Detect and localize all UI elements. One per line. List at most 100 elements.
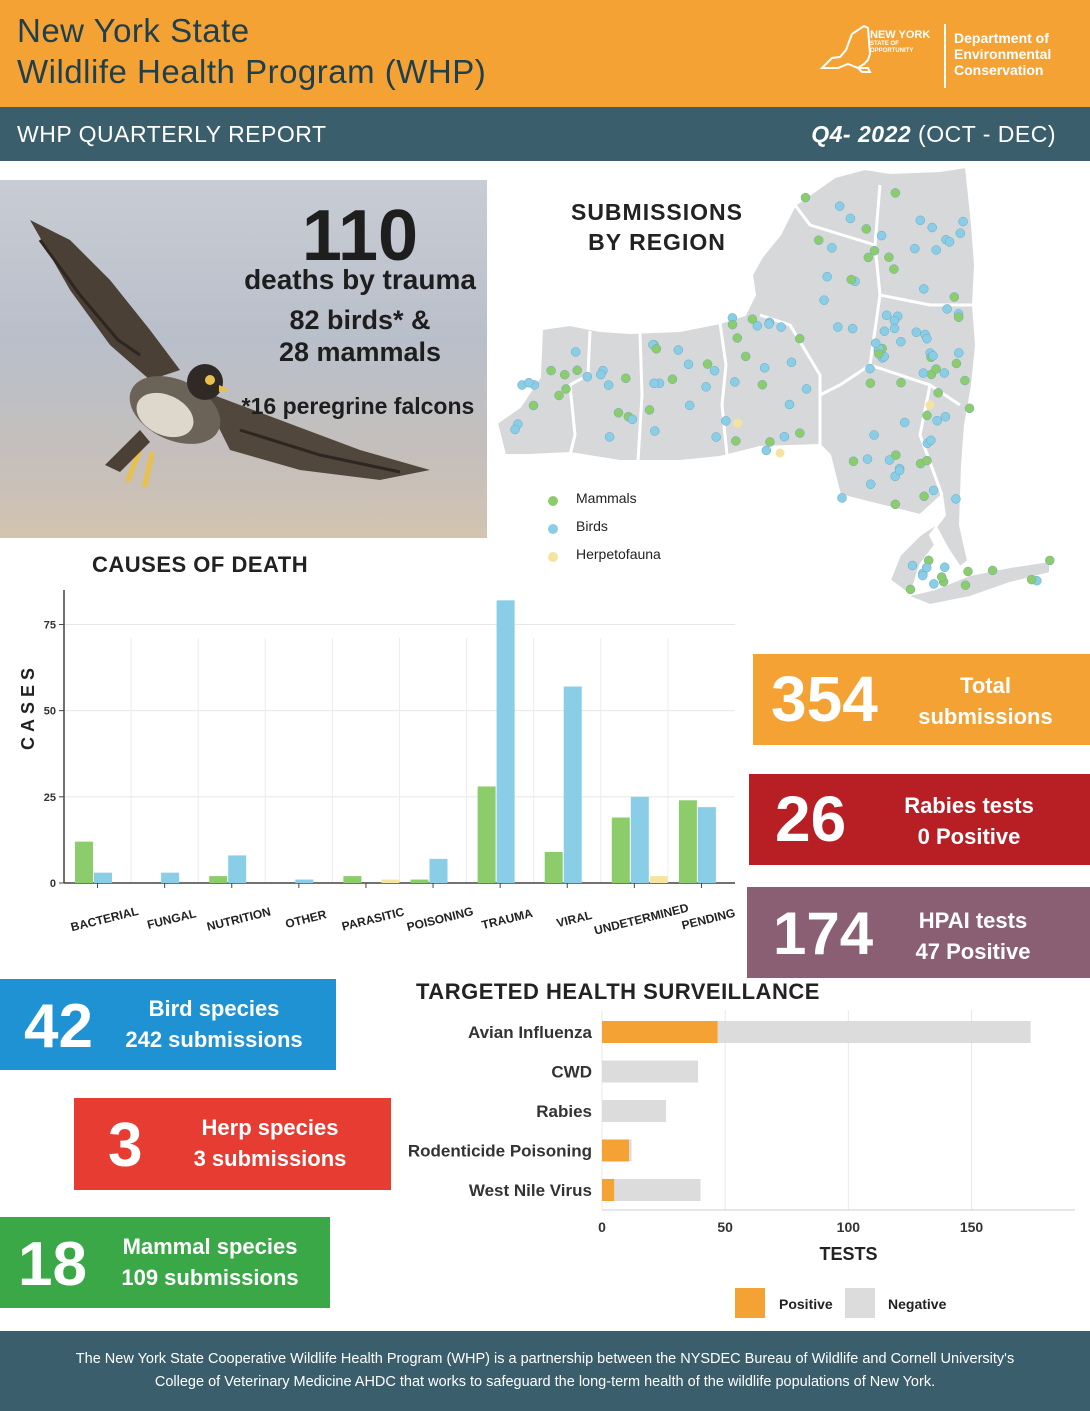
surveillance-bar-positive (602, 1139, 630, 1162)
submission-dot (650, 426, 660, 436)
submission-dot (928, 351, 938, 361)
submission-dot (922, 455, 932, 466)
surveillance-x-tick-label: 50 (717, 1219, 733, 1235)
map-title-line-1: SUBMISSIONS (571, 199, 743, 225)
submission-dot (919, 284, 929, 294)
submission-dot (732, 333, 743, 343)
causes-category-label: OTHER (284, 907, 328, 931)
submission-dot (874, 349, 884, 359)
causes-bar-birds (630, 796, 649, 883)
submission-dot (896, 336, 906, 347)
submission-dot (819, 295, 829, 305)
submission-dot (613, 408, 624, 418)
total-submissions-label: Total submissions (918, 673, 1053, 729)
submission-dot (709, 365, 720, 376)
submission-dot (603, 380, 614, 390)
submission-dot (927, 222, 937, 233)
submission-dot (702, 359, 713, 369)
submission-dot-herp (925, 400, 935, 410)
negative-legend-label: Negative (888, 1296, 947, 1312)
causes-y-tick-label: 75 (44, 619, 56, 631)
submission-dot (915, 215, 926, 226)
submission-dot (740, 351, 751, 362)
causes-bar-mammals (410, 879, 429, 883)
nysdec-logo: NEW YORK STATE OF OPPORTUNITY Department… (818, 24, 1068, 88)
herpetofauna-swatch (548, 552, 558, 562)
submission-dot (884, 455, 895, 465)
trauma-panel: 110 deaths by trauma 82 birds* & 28 mamm… (0, 180, 487, 538)
causes-bar-birds (161, 872, 180, 883)
page-footer: The New York State Cooperative Wildlife … (0, 1331, 1090, 1411)
submission-dot (795, 428, 805, 438)
trauma-birds: 82 birds* & (289, 305, 431, 335)
causes-bar-herpetofauna (381, 879, 400, 883)
submission-dot (827, 243, 837, 253)
submission-dot (942, 304, 952, 314)
surveillance-chart: 0 50 100 150 Avian Influenza CWD Rabies Rodenti… (408, 1010, 1075, 1264)
causes-y-tick-label: 0 (50, 878, 56, 890)
submission-dot (582, 371, 593, 382)
submission-dot (876, 230, 887, 241)
submission-dot (761, 445, 772, 456)
submission-dot (667, 374, 678, 384)
mammals-swatch (548, 496, 558, 506)
causes-category-label: BACTERIAL (69, 904, 140, 934)
footer-line-2: College of Veterinary Medicine AHDC that… (154, 1374, 936, 1390)
peregrine-falcon-image (30, 220, 430, 488)
submission-dot (865, 479, 876, 489)
positive-legend-label: Positive (779, 1296, 833, 1312)
surveillance-bar-negative (629, 1139, 632, 1162)
submission-dot (896, 377, 906, 388)
submission-dot (932, 415, 942, 426)
submission-dot (561, 384, 571, 394)
submission-dot (747, 314, 758, 324)
submission-dot (644, 405, 655, 415)
surveillance-category-label: CWD (551, 1063, 592, 1082)
submission-dot (951, 494, 961, 504)
submission-dot (870, 338, 881, 348)
submission-dot (846, 274, 857, 285)
submission-dot (922, 410, 932, 421)
causes-bar-birds (94, 872, 112, 883)
submission-dot (917, 570, 928, 581)
submission-dot-herp (733, 418, 743, 428)
submission-dot (919, 491, 929, 502)
logo-department-text: Department of Environmental Conservation (954, 30, 1052, 78)
submission-dot (528, 400, 539, 411)
hpai-tests-label: HPAI tests 47 Positive (915, 908, 1031, 964)
submission-dot (881, 310, 892, 321)
causes-category-label: UNDETERMINED (593, 901, 691, 938)
causes-bar-birds (496, 600, 515, 883)
causes-bar-mammals (209, 876, 228, 883)
submission-dot (546, 365, 556, 376)
submission-dot (865, 363, 875, 374)
causes-category-label: PARASITIC (340, 905, 406, 934)
rabies-tests-box: 26 Rabies tests 0 Positive (749, 774, 1090, 865)
submission-dot (928, 485, 939, 496)
submission-dot (757, 379, 768, 390)
submission-dot (951, 358, 962, 369)
submission-dot (964, 403, 975, 414)
submission-dot (884, 252, 894, 262)
submission-dot (701, 382, 711, 392)
total-submissions-count: 354 (771, 663, 878, 735)
surveillance-category-label: Rodenticide Poisoning (408, 1142, 592, 1161)
causes-category-label: VIRAL (555, 908, 593, 930)
submission-dot (554, 390, 564, 401)
causes-category-label: POISONING (405, 904, 474, 934)
submission-dot (929, 579, 939, 589)
causes-bar-birds (697, 807, 716, 883)
mammal-species-box: 18 Mammal species 109 submissions (0, 1217, 330, 1308)
submission-dot (794, 333, 805, 344)
total-submissions-box: 354 Total submissions (753, 654, 1090, 745)
ny-state-shape (495, 165, 1051, 607)
footer-line-1: The New York State Cooperative Wildlife … (75, 1351, 1015, 1367)
negative-swatch (845, 1288, 875, 1318)
region-borders (568, 184, 975, 496)
ny-region-map: SUBMISSIONS BY REGION (495, 165, 1055, 607)
submission-dot (922, 333, 932, 344)
ny-state-outline-icon (819, 24, 872, 73)
causes-of-death-chart: 0 25 50 75 BACTERIAL FUNGAL NUTRITION OTHER PARA… (44, 590, 737, 938)
submission-dot (786, 357, 797, 368)
submission-dot (759, 363, 770, 373)
